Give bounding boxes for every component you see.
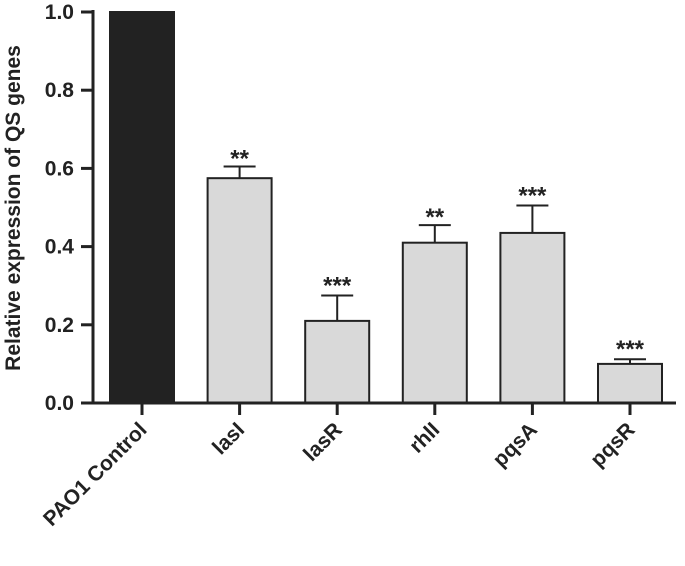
bar-lasr xyxy=(304,319,371,405)
x-tick-label: PAO1 Control xyxy=(39,418,152,531)
bar-pqsa xyxy=(499,231,566,404)
significance-label: *** xyxy=(518,183,547,210)
significance-label: ** xyxy=(230,145,249,172)
bar-rhli xyxy=(401,241,468,404)
significance-label: *** xyxy=(616,336,645,363)
x-tick-label: rhlI xyxy=(405,418,444,457)
bars-layer: ************* xyxy=(109,11,663,405)
bar-pqsr xyxy=(597,362,663,404)
bar-lasi xyxy=(206,177,273,404)
x-tick-label: lasR xyxy=(299,418,347,466)
y-axis-label: Relative expression of QS genes xyxy=(2,45,25,371)
bar-pao1-control xyxy=(109,11,175,404)
x-tick-label: pqsA xyxy=(489,418,542,471)
y-tick-label: 0.2 xyxy=(45,314,74,337)
x-tick-label: lasI xyxy=(208,418,249,459)
y-tick-label: 1.0 xyxy=(45,1,74,24)
x-tick-label: pqsR xyxy=(586,418,639,471)
y-tick-label: 0.8 xyxy=(45,79,75,102)
significance-label: ** xyxy=(425,204,444,231)
y-tick-label: 0.4 xyxy=(45,236,75,259)
y-tick-label: 0.6 xyxy=(45,157,74,180)
y-tick-label: 0.0 xyxy=(45,392,74,415)
significance-label: *** xyxy=(323,272,352,299)
